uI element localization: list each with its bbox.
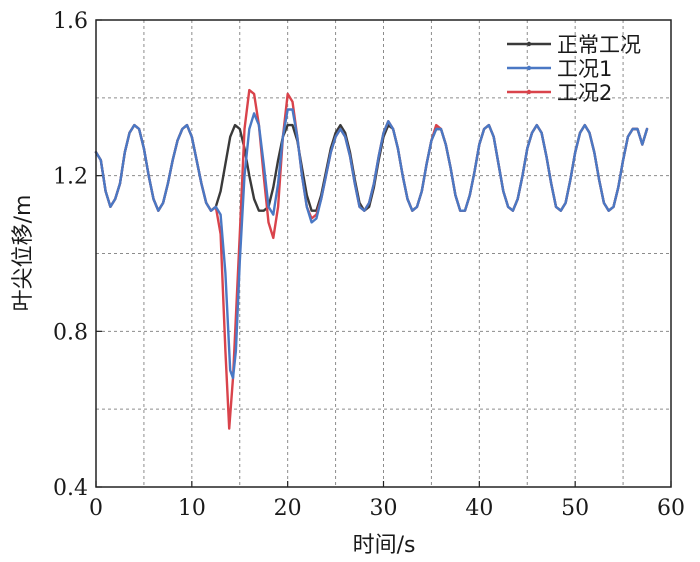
- y-tick-label: 1.6: [53, 9, 88, 34]
- x-tick-label: 10: [178, 496, 206, 521]
- x-tick-label: 40: [465, 496, 493, 521]
- x-tick-label: 60: [657, 496, 685, 521]
- legend-label-1: 工况1: [557, 57, 612, 81]
- y-axis-label: 叶尖位移/m: [11, 195, 36, 312]
- x-tick-label: 20: [274, 496, 302, 521]
- y-tick-label: 1.2: [53, 165, 88, 190]
- legend-marker-2: [526, 89, 532, 95]
- legend-marker-1: [526, 65, 532, 71]
- x-tick-label: 50: [561, 496, 589, 521]
- series-layer: [94, 88, 649, 430]
- axis-ticks: [95, 19, 672, 488]
- x-axis-label: 时间/s: [353, 533, 416, 558]
- x-tick-labels: 0 10 20 30 40 50 60: [89, 496, 685, 521]
- legend-marker-0: [526, 41, 532, 47]
- series-line-1: [94, 108, 649, 380]
- y-tick-label: 0.4: [53, 476, 88, 501]
- y-tick-label: 0.8: [53, 320, 88, 345]
- legend-label-2: 工况2: [557, 81, 612, 105]
- x-tick-label: 30: [370, 496, 398, 521]
- legend-label-0: 正常工况: [557, 33, 641, 57]
- y-tick-labels: 0.4 0.8 1.2 1.6: [53, 9, 88, 501]
- x-tick-label: 0: [89, 496, 103, 521]
